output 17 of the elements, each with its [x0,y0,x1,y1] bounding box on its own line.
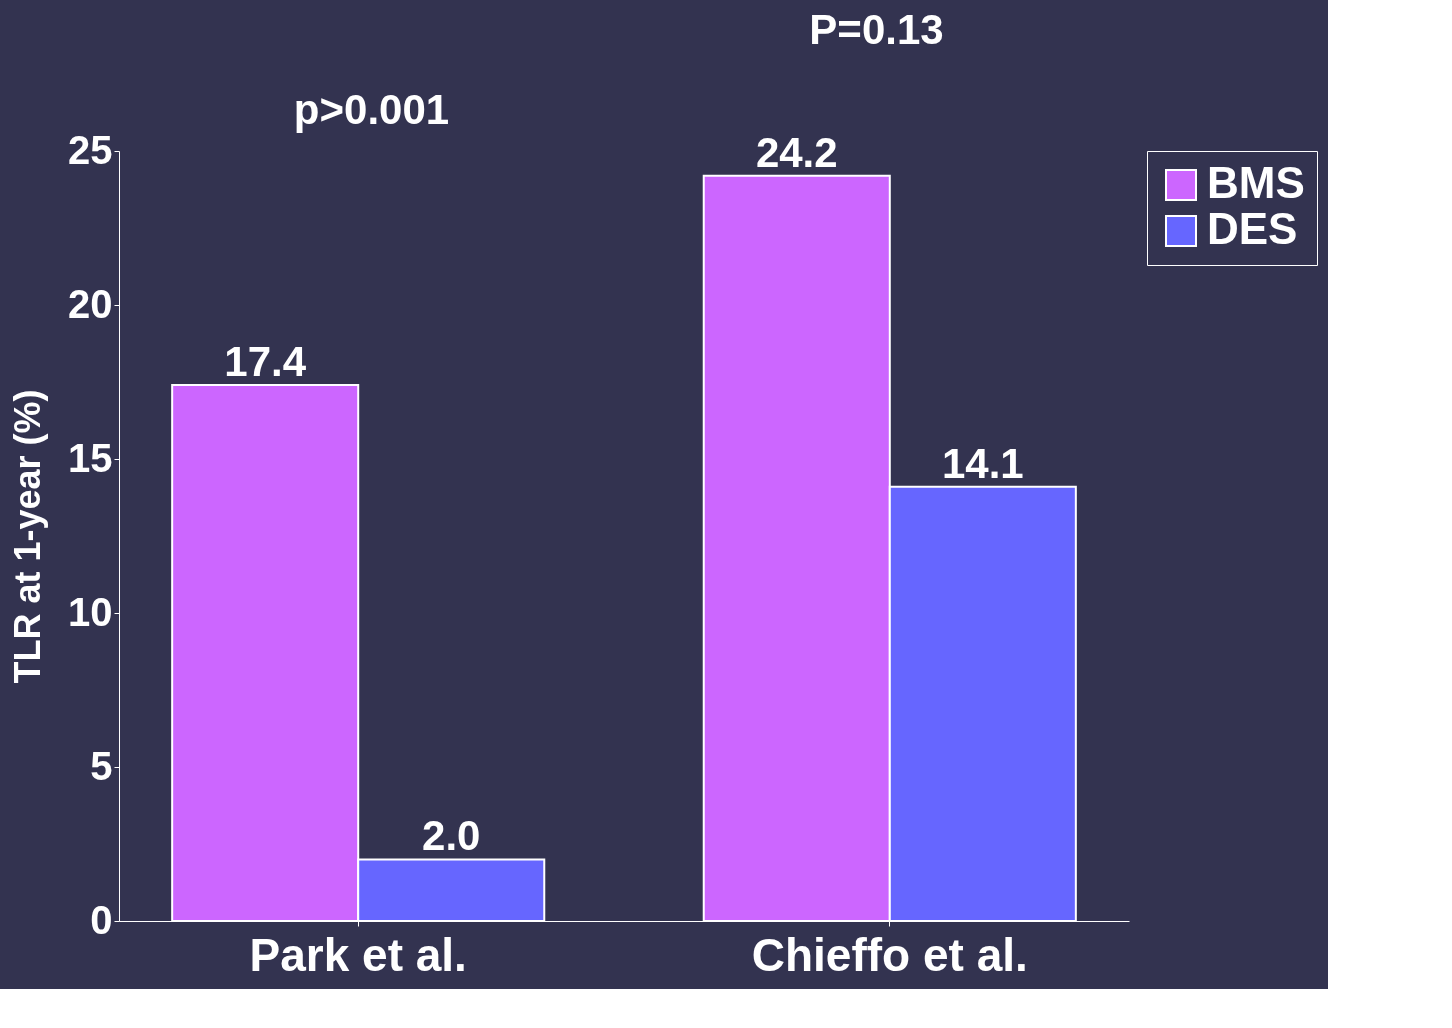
y-tick-label: 25 [68,127,113,172]
x-tick-label: Chieffo et al. [751,928,1028,981]
legend-label: BMS [1207,158,1305,207]
text: P=0.13 [809,6,944,53]
x-tick-label: Park et al. [249,928,467,981]
data-label: 2.0 [422,812,481,860]
data-label: 14.1 [941,439,1024,487]
y-axis-title: TLR at 1-year (%) [7,389,49,684]
y-tick-label: 5 [90,743,113,788]
legend-label: DES [1207,204,1298,253]
data-label: 17.4 [224,338,307,386]
y-tick-label: 20 [68,281,113,326]
text: p>0.001 [293,86,450,133]
y-tick-label: 10 [68,589,113,634]
data-label: 24.2 [755,128,838,176]
y-tick-label: 0 [90,897,113,942]
y-tick-label: 15 [68,435,113,480]
